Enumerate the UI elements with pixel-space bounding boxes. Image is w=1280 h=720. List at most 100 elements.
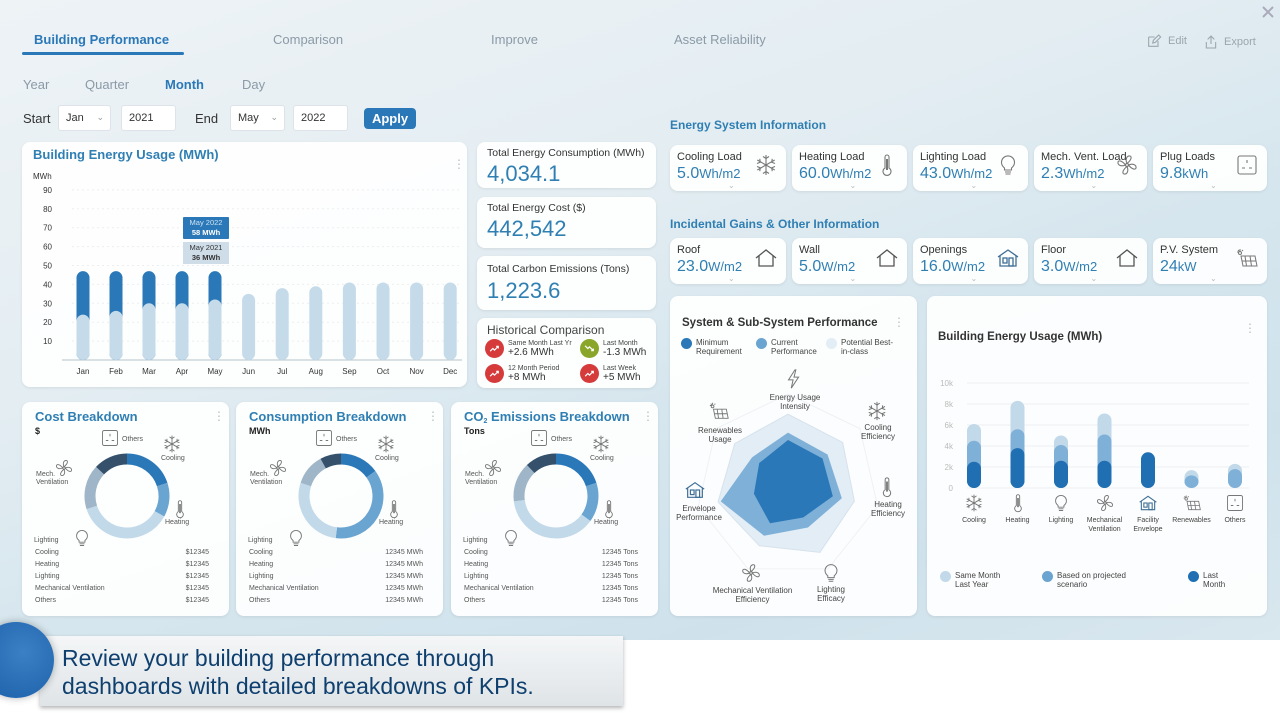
period-year[interactable]: Year [23, 77, 50, 92]
donut-segment-mechanical-ventilation[interactable] [300, 458, 327, 487]
donut-segment-cooling[interactable] [555, 453, 597, 487]
bar-2021-jan[interactable] [76, 314, 90, 360]
info-card[interactable]: P.V. System 24kW ⌄ [1153, 238, 1267, 284]
historical-item-value: +2.6 MWh [508, 346, 554, 358]
chevron-down-icon[interactable]: ⌄ [1210, 181, 1217, 190]
bar-lighting-s2[interactable] [1054, 460, 1068, 488]
legend-swatch [681, 338, 692, 349]
info-card[interactable]: Roof 23.0W/m2 ⌄ [670, 238, 786, 284]
house-icon [754, 246, 778, 270]
snowflake-icon [162, 434, 182, 454]
donut-segment-heating[interactable] [335, 471, 384, 539]
info-card[interactable]: Plug Loads 9.8kWh ⌄ [1153, 145, 1267, 191]
period-month[interactable]: Month [165, 77, 204, 92]
bar-cooling-s2[interactable] [967, 461, 981, 488]
info-card[interactable]: Openings 16.0W/m2 ⌄ [913, 238, 1028, 284]
donut-segment-lighting[interactable] [513, 499, 591, 539]
info-card[interactable]: Cooling Load 5.0Wh/m2 ⌄ [670, 145, 786, 191]
info-card[interactable]: Floor 3.0W/m2 ⌄ [1034, 238, 1147, 284]
info-unit: kW [1177, 259, 1197, 274]
bar-2021-mar[interactable] [142, 303, 156, 360]
donut-segment-heating[interactable] [154, 482, 170, 517]
start-month-select[interactable]: Jan ⌄ [58, 105, 111, 131]
donut-segment-others[interactable] [96, 453, 128, 475]
info-card[interactable]: Lighting Load 43.0Wh/m2 ⌄ [913, 145, 1028, 191]
donut-chart [513, 453, 599, 539]
kpi-total-carbon-emissions: Total Carbon Emissions (Tons) 1,223.6 [477, 256, 656, 310]
info-value: 24kW [1160, 258, 1197, 276]
chevron-down-icon[interactable]: ⌄ [1210, 274, 1217, 283]
chevron-down-icon[interactable]: ⌄ [728, 274, 735, 283]
donut-segment-lighting[interactable] [298, 482, 338, 539]
info-label: Floor [1041, 244, 1067, 256]
edit-button[interactable]: Edit [1145, 33, 1187, 49]
row-value: 12345 Tons [601, 561, 638, 568]
period-quarter[interactable]: Quarter [85, 77, 130, 92]
end-month-select[interactable]: May ⌄ [230, 105, 285, 131]
bar-2021-jul[interactable] [275, 288, 289, 360]
info-number: 5.0 [677, 165, 700, 182]
apply-button[interactable]: Apply [364, 108, 416, 129]
end-year-input[interactable]: 2022 [293, 105, 348, 131]
donut-segment-mechanical-ventilation[interactable] [513, 465, 535, 502]
donut-segment-mechanical-ventilation[interactable] [84, 466, 105, 510]
chevron-down-icon[interactable]: ⌄ [1090, 274, 1098, 283]
radar-series-minimum-requirement[interactable] [753, 440, 833, 524]
info-unit: W/m2 [708, 259, 743, 274]
info-number: 24 [1160, 258, 1178, 275]
bar-2021-oct[interactable] [376, 282, 390, 360]
row-value: 12345 Tons [601, 549, 638, 556]
x-tick-label: Mechanical Ventilation [1086, 517, 1123, 533]
legend-swatch [826, 338, 837, 349]
tab-building-performance[interactable]: Building Performance [34, 32, 170, 47]
info-card[interactable]: Mech. Vent. Load 2.3Wh/m2 ⌄ [1034, 145, 1147, 191]
bar-others-s1[interactable] [1228, 469, 1242, 488]
legend-label: Last Month [1203, 571, 1226, 589]
donut-segment-cooling[interactable] [340, 453, 376, 478]
donut-segment-lighting[interactable] [86, 505, 165, 539]
chevron-down-icon[interactable]: ⌄ [849, 274, 857, 283]
bar-2021-may[interactable] [208, 299, 222, 360]
bar-heating-s2[interactable] [1010, 448, 1025, 488]
legend-label: Same Month Last Year [955, 571, 1001, 589]
bar-2021-nov[interactable] [410, 282, 424, 360]
tab-improve[interactable]: Improve [491, 32, 538, 47]
bar-2021-jun[interactable] [242, 293, 256, 360]
x-tick-label: May [207, 367, 222, 376]
donut-segment-others[interactable] [526, 453, 557, 474]
info-card[interactable]: Wall 5.0W/m2 ⌄ [792, 238, 907, 284]
bar-2021-sep[interactable] [342, 282, 356, 360]
bar-2021-feb[interactable] [109, 310, 123, 360]
donut-label-others: Others [336, 436, 358, 443]
chevron-down-icon[interactable]: ⌄ [970, 181, 978, 190]
chevron-down-icon[interactable]: ⌄ [728, 181, 735, 190]
bar-facility-envelope-s2[interactable] [1141, 452, 1155, 488]
tooltip-previous-value: 36 MWh [191, 253, 221, 262]
tab-comparison[interactable]: Comparison [273, 32, 344, 47]
chevron-down-icon[interactable]: ⌄ [849, 181, 857, 190]
donut-segment-others[interactable] [320, 453, 342, 469]
export-button[interactable]: Export [1203, 33, 1256, 51]
row-value: 12345 MWh [385, 549, 423, 556]
bolt-icon [783, 368, 805, 390]
donut-segment-heating[interactable] [581, 482, 599, 521]
start-year-input[interactable]: 2021 [121, 105, 176, 131]
info-label: Mech. Vent. Load [1041, 151, 1127, 163]
chevron-down-icon[interactable]: ⌄ [970, 274, 978, 283]
y-tick-label: 8k [945, 400, 954, 409]
bar-2021-apr[interactable] [175, 303, 189, 360]
row-label: Cooling [35, 549, 59, 556]
donut-label-heating: Heating [165, 519, 190, 526]
bar-mechanical-ventilation-s2[interactable] [1097, 460, 1112, 488]
bar-2021-aug[interactable] [309, 286, 323, 360]
bar-2021-dec[interactable] [443, 282, 457, 360]
tab-asset-reliability[interactable]: Asset Reliability [674, 32, 766, 47]
bar-renewables-s1[interactable] [1184, 475, 1199, 488]
chevron-down-icon[interactable]: ⌄ [1090, 181, 1098, 190]
outlet-icon [314, 428, 334, 448]
tooltip-current-value: 58 MWh [191, 228, 221, 237]
donut-segment-cooling[interactable] [126, 453, 168, 487]
info-card[interactable]: Heating Load 60.0Wh/m2 ⌄ [792, 145, 907, 191]
period-day[interactable]: Day [242, 77, 266, 92]
close-icon[interactable] [1261, 5, 1275, 19]
